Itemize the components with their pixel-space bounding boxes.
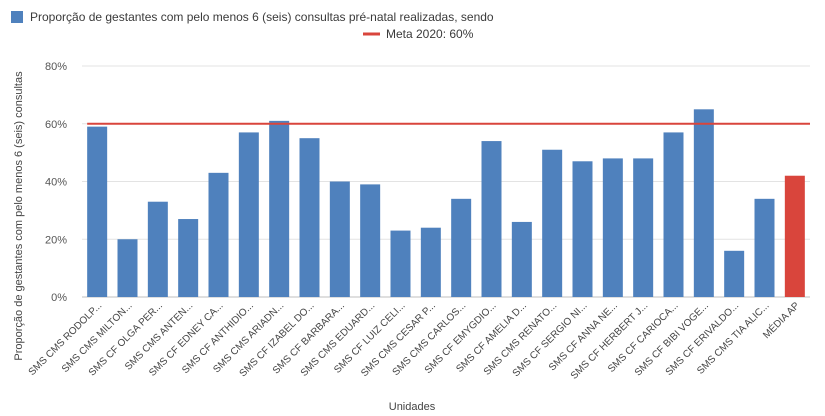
legend-swatch-bars xyxy=(11,11,23,23)
bar xyxy=(420,227,441,297)
y-axis-title: Proporção de gestantes com pelo menos 6 … xyxy=(13,71,25,361)
bar xyxy=(390,230,411,297)
bar xyxy=(633,158,654,297)
bar xyxy=(784,175,805,297)
bar xyxy=(572,161,593,297)
bar xyxy=(238,132,259,297)
bar xyxy=(147,201,168,297)
y-tick-label: 20% xyxy=(45,234,67,246)
bar xyxy=(663,132,684,297)
bar xyxy=(542,149,563,297)
y-tick-label: 60% xyxy=(45,119,67,131)
bar xyxy=(754,198,775,297)
bar xyxy=(178,219,199,297)
bar xyxy=(269,120,290,297)
bar xyxy=(481,141,502,297)
bar xyxy=(117,239,138,297)
bar xyxy=(208,172,229,297)
y-tick-label: 0% xyxy=(51,292,67,304)
bar xyxy=(693,109,714,297)
bar xyxy=(329,181,350,297)
bar xyxy=(724,250,745,297)
y-tick-label: 80% xyxy=(45,61,67,73)
legend-label-target: Meta 2020: 60% xyxy=(386,27,474,41)
bar xyxy=(360,184,381,297)
x-axis-title: Unidades xyxy=(389,401,436,413)
bar xyxy=(87,126,108,297)
bar xyxy=(602,158,623,297)
bar xyxy=(451,198,472,297)
legend-label-bars: Proporção de gestantes com pelo menos 6 … xyxy=(30,10,494,24)
bar xyxy=(299,138,320,297)
y-tick-label: 40% xyxy=(45,177,67,189)
bar xyxy=(511,221,532,297)
